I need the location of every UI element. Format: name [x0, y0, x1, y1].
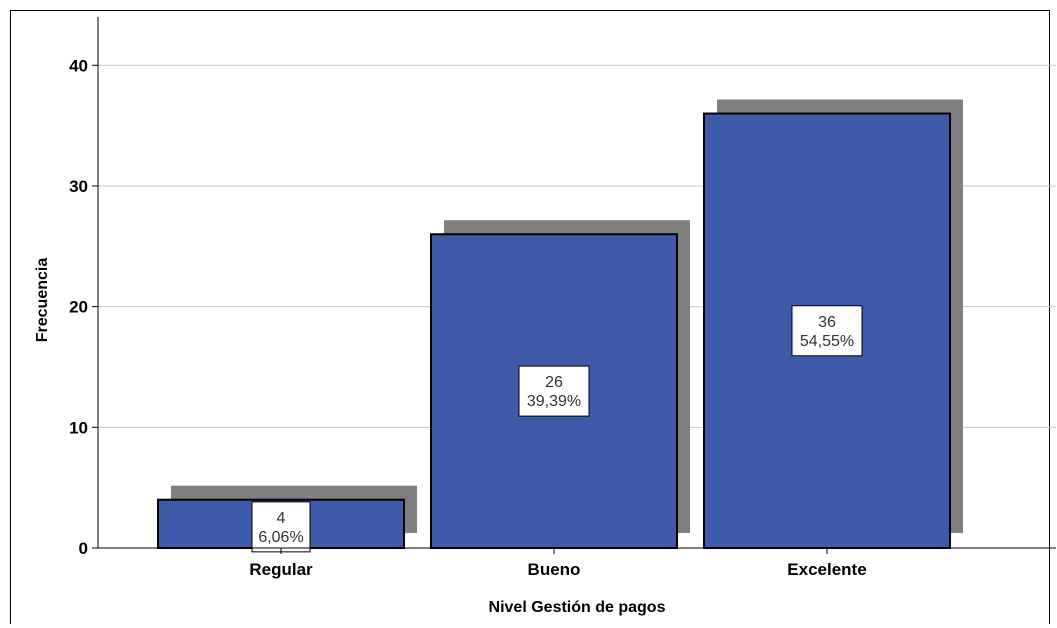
bars: 4 6,06% 26 39,39% 36 54,55%	[157, 99, 963, 553]
data-label-count: 26	[545, 374, 563, 391]
y-axis-ticks: 0 10 20 30 40	[69, 56, 98, 558]
y-tick-label: 0	[79, 539, 88, 558]
data-label-box	[518, 365, 590, 417]
x-tick-label: Bueno	[528, 560, 581, 579]
x-axis-title: Nivel Gestión de pagos	[489, 599, 666, 616]
x-tick-label: Regular	[249, 560, 313, 579]
x-axis-ticks: Regular Bueno Excelente	[249, 548, 867, 579]
data-label-percent: 54,55%	[800, 333, 854, 350]
chart-frame	[10, 10, 1050, 624]
y-tick-label: 10	[69, 418, 88, 437]
x-tick-label: Excelente	[787, 560, 866, 579]
data-label-percent: 6,06%	[258, 529, 303, 546]
data-label-percent: 39,39%	[527, 393, 581, 410]
y-tick-label: 20	[69, 298, 88, 317]
data-label-box	[791, 305, 863, 357]
y-tick-label: 30	[69, 177, 88, 196]
data-label-count: 4	[277, 510, 286, 527]
y-tick-label: 40	[69, 56, 88, 75]
data-label-count: 36	[818, 314, 836, 331]
y-axis-title: Frecuencia	[34, 258, 51, 343]
